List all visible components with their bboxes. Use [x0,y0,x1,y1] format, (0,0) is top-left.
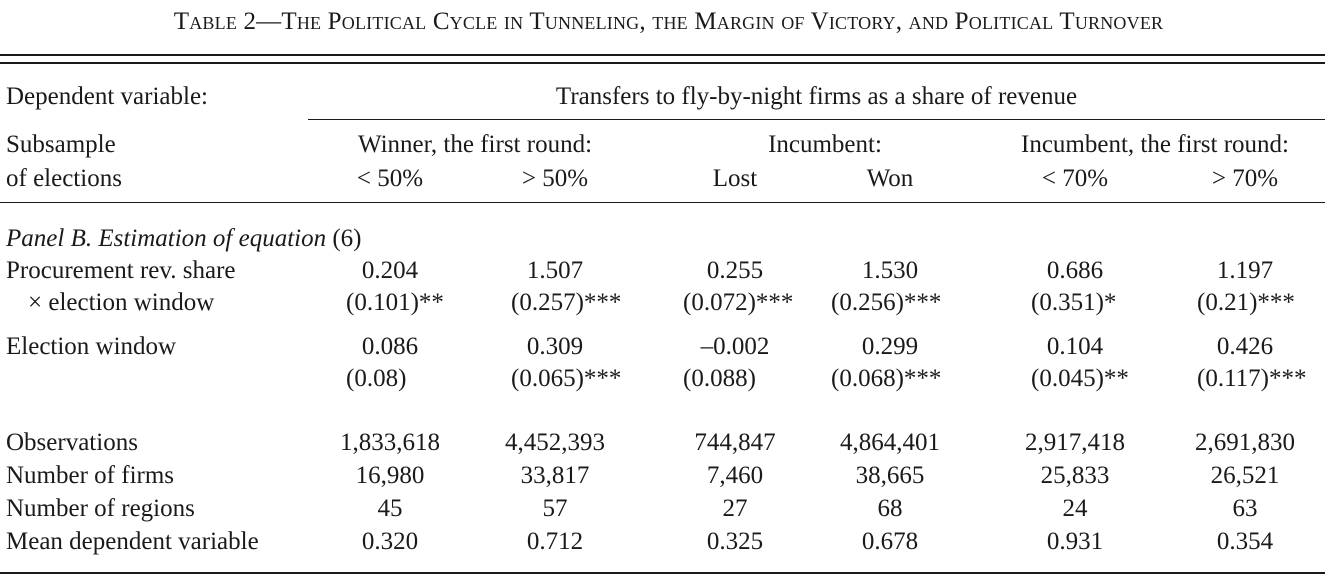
top-rule-1 [0,54,1325,56]
se-cell: (0.257)*** [511,289,622,316]
stat-cell: 744,847 [694,429,776,456]
dep-var-label: Dependent variable: [6,83,208,110]
subsample-label-1: Subsample [6,131,116,158]
bottom-rule [0,572,1325,574]
col-header-3: Lost [712,165,758,192]
row-label: Procurement rev. share [6,257,236,284]
stat-cell: 25,833 [1040,462,1110,489]
coef-cell: 0.086 [361,333,419,360]
coef-cell: 1.197 [1216,257,1274,284]
top-rule-2 [0,62,1325,64]
se-cell: (0.068)*** [831,365,942,392]
stat-label: Observations [6,429,138,456]
se-cell: (0.088) [683,365,756,392]
group-header-incumbent: Incumbent: [768,131,882,158]
col-header-1: < 50% [356,165,424,192]
se-cell: (0.045)** [1031,365,1129,392]
stat-cell: 0.678 [861,528,919,555]
stat-label: Number of regions [6,495,195,522]
stat-label: Mean dependent variable [6,528,259,555]
stat-cell: 0.325 [706,528,764,555]
stat-cell: 26,521 [1210,462,1280,489]
group-header-winner: Winner, the first round: [357,131,593,158]
se-cell: (0.101)** [346,289,444,316]
se-cell: (0.08) [346,365,407,392]
table-title: Table 2—The Political Cycle in Tunneling… [173,8,1164,35]
stat-cell: 4,452,393 [505,429,605,456]
row-label: Election window [6,333,177,360]
stat-label: Number of firms [6,462,175,489]
stat-cell: 0.712 [526,528,584,555]
se-cell: (0.256)*** [831,289,942,316]
col-header-4: Won [866,165,914,192]
coef-cell: 1.530 [861,257,919,284]
stat-cell: 33,817 [520,462,590,489]
stat-cell: 63 [1232,495,1258,522]
stat-cell: 45 [377,495,403,522]
group-header-incumbent-first-round: Incumbent, the first round: [1021,131,1289,158]
stat-cell: 16,980 [355,462,425,489]
stat-cell: 4,864,401 [840,429,940,456]
panel-label: Panel B. Estimation of equation (6) [6,226,362,251]
stat-cell: 68 [877,495,903,522]
col-header-6: > 70% [1211,165,1279,192]
coef-cell: 0.204 [361,257,419,284]
stat-cell: 24 [1062,495,1088,522]
dep-var-value: Transfers to fly-by-night firms as a sha… [555,83,1078,110]
coef-cell: 1.507 [526,257,584,284]
stat-cell: 2,917,418 [1025,429,1125,456]
row-label: × election window [28,289,215,316]
coef-cell: 0.104 [1046,333,1104,360]
stat-cell: 7,460 [706,462,764,489]
se-cell: (0.072)*** [683,289,794,316]
panel-label-number: (6) [332,225,362,252]
col-header-5: < 70% [1041,165,1109,192]
coef-cell: –0.002 [700,333,770,360]
coef-cell: 0.686 [1046,257,1104,284]
coef-cell: 0.299 [861,333,919,360]
stat-cell: 0.354 [1216,528,1274,555]
dep-var-rule [308,119,1325,120]
se-cell: (0.21)*** [1197,289,1295,316]
stat-cell: 1,833,618 [340,429,440,456]
se-cell: (0.117)*** [1197,365,1307,392]
panel-label-text: Panel B. Estimation of equation [6,225,327,252]
subsample-label-2: of elections [6,165,122,192]
se-cell: (0.351)* [1031,289,1117,316]
stat-cell: 27 [722,495,748,522]
stat-cell: 38,665 [855,462,925,489]
stat-cell: 57 [542,495,568,522]
col-header-2: > 50% [521,165,589,192]
stat-cell: 0.320 [361,528,419,555]
coef-cell: 0.426 [1216,333,1274,360]
se-cell: (0.065)*** [511,365,622,392]
coef-cell: 0.309 [526,333,584,360]
stat-cell: 0.931 [1046,528,1104,555]
stat-cell: 2,691,830 [1195,429,1295,456]
coef-cell: 0.255 [706,257,764,284]
header-bottom-rule [0,202,1325,203]
